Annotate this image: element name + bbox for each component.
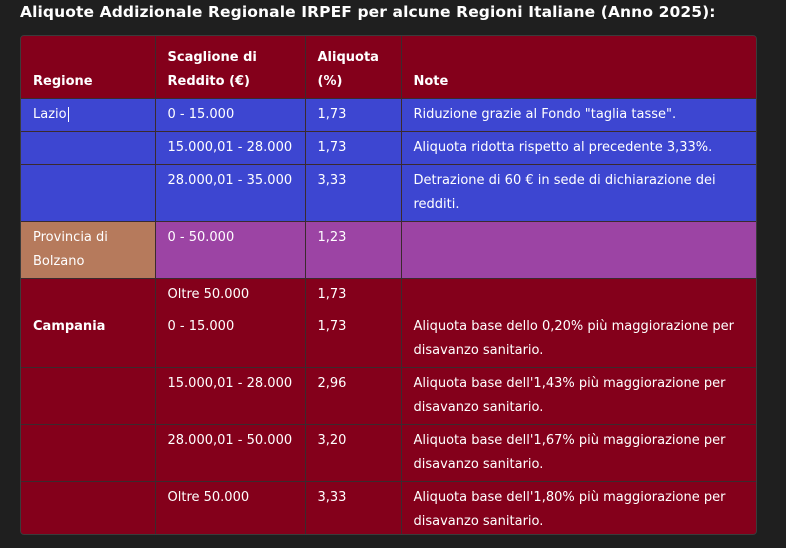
cell-regione bbox=[21, 481, 156, 534]
table-row: 15.000,01 - 28.000 1,73 Aliquota ridotta… bbox=[21, 131, 756, 165]
cell-regione bbox=[21, 424, 156, 482]
cell-note: Aliquota ridotta rispetto al precedente … bbox=[401, 131, 756, 165]
table-row: 0 - 15.000 1,73 Aliquota base dello 0,20… bbox=[21, 311, 756, 368]
cell-scaglione: 28.000,01 - 35.000 bbox=[155, 164, 306, 222]
irpef-table: Regione Scaglione di Reddito (€) Aliquot… bbox=[21, 36, 756, 534]
table-row: Lazio 0 - 15.000 1,73 Riduzione grazie a… bbox=[21, 98, 756, 132]
column-header-note: Note bbox=[401, 36, 756, 99]
cell-regione: Campania bbox=[21, 278, 156, 368]
cell-note bbox=[401, 278, 756, 311]
cell-aliquota: 2,96 bbox=[305, 367, 402, 425]
table-row: Oltre 50.000 3,33 Aliquota base dell'1,8… bbox=[21, 481, 756, 534]
cell-aliquota: 1,73 bbox=[305, 131, 402, 165]
cell-regione: Provincia di Bolzano bbox=[21, 221, 156, 279]
column-header-regione: Regione bbox=[21, 36, 156, 99]
cell-aliquota: 1,73 bbox=[305, 278, 402, 311]
cell-scaglione: 15.000,01 - 28.000 bbox=[155, 131, 306, 165]
cell-scaglione: 0 - 50.000 bbox=[155, 221, 306, 279]
cell-note: Aliquota base dell'1,67% più maggiorazio… bbox=[401, 424, 756, 482]
page-heading: Aliquote Addizionale Regionale IRPEF per… bbox=[20, 3, 716, 21]
table-row: 28.000,01 - 50.000 3,20 Aliquota base de… bbox=[21, 424, 756, 482]
cell-note: Aliquota base dello 0,20% più maggiorazi… bbox=[401, 311, 756, 368]
cell-aliquota: 1,73 bbox=[305, 98, 402, 132]
cell-scaglione: Oltre 50.000 bbox=[155, 481, 306, 534]
cell-regione[interactable]: Lazio bbox=[21, 98, 156, 132]
cell-aliquota: 1,23 bbox=[305, 221, 402, 279]
cell-scaglione: 0 - 15.000 bbox=[155, 311, 306, 368]
cell-regione bbox=[21, 164, 156, 222]
column-header-scaglione: Scaglione di Reddito (€) bbox=[155, 36, 306, 99]
cell-scaglione: Oltre 50.000 bbox=[155, 278, 306, 311]
cell-aliquota: 1,73 bbox=[305, 311, 402, 368]
cell-aliquota: 3,33 bbox=[305, 481, 402, 534]
cell-regione bbox=[21, 367, 156, 425]
cell-aliquota: 3,20 bbox=[305, 424, 402, 482]
cell-regione bbox=[21, 131, 156, 165]
cell-aliquota: 3,33 bbox=[305, 164, 402, 222]
cell-note: Riduzione grazie al Fondo "taglia tasse"… bbox=[401, 98, 756, 132]
text-cursor bbox=[67, 107, 69, 122]
table-row: Campania Oltre 50.000 1,73 bbox=[21, 278, 756, 368]
irpef-table-container: Regione Scaglione di Reddito (€) Aliquot… bbox=[20, 35, 757, 535]
cell-note: Detrazione di 60 € in sede di dichiarazi… bbox=[401, 164, 756, 222]
table-header-row: Regione Scaglione di Reddito (€) Aliquot… bbox=[21, 36, 756, 99]
cell-scaglione: 0 - 15.000 bbox=[155, 98, 306, 132]
table-row: Provincia di Bolzano 0 - 50.000 1,23 bbox=[21, 221, 756, 279]
column-header-aliquota: Aliquota (%) bbox=[305, 36, 402, 99]
cell-scaglione: 15.000,01 - 28.000 bbox=[155, 367, 306, 425]
cell-note: Aliquota base dell'1,43% più maggiorazio… bbox=[401, 367, 756, 425]
cell-scaglione: 28.000,01 - 50.000 bbox=[155, 424, 306, 482]
table-row: 28.000,01 - 35.000 3,33 Detrazione di 60… bbox=[21, 164, 756, 222]
cell-regione-text: Lazio bbox=[33, 107, 67, 122]
table-row: 15.000,01 - 28.000 2,96 Aliquota base de… bbox=[21, 367, 756, 425]
cell-note bbox=[401, 221, 756, 279]
cell-note: Aliquota base dell'1,80% più maggiorazio… bbox=[401, 481, 756, 534]
